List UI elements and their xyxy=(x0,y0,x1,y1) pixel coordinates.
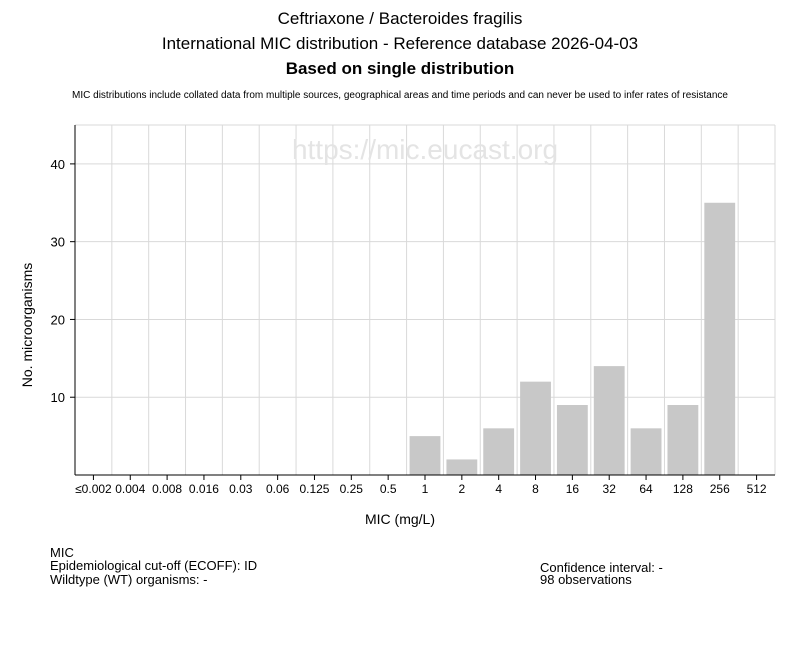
x-tick-label: 0.03 xyxy=(229,482,253,496)
info-observations: 98 observations xyxy=(540,572,632,587)
chart-subtitle: International MIC distribution - Referen… xyxy=(161,34,639,53)
x-tick-label: 0.5 xyxy=(380,482,397,496)
x-tick-label: 0.25 xyxy=(340,482,364,496)
bar-8 xyxy=(520,381,551,475)
info-mic: MIC xyxy=(50,545,74,560)
bar-1 xyxy=(409,436,441,475)
x-tick-label: 0.016 xyxy=(189,482,219,496)
x-tick-labels: ≤0.002 0.004 0.008 0.016 0.03 0.06 0.125 0.25 0.… xyxy=(75,475,767,496)
x-tick-label: 4 xyxy=(495,482,502,496)
x-tick-label: 0.06 xyxy=(266,482,290,496)
bar-16 xyxy=(556,405,588,475)
x-tick-label: 128 xyxy=(673,482,693,496)
disclaimer-note: MIC distributions include collated data … xyxy=(72,90,728,101)
bar-128 xyxy=(667,405,699,475)
x-tick-label: 1 xyxy=(422,482,429,496)
y-axis-label: No. microorganisms xyxy=(19,263,35,387)
bar-256 xyxy=(704,202,736,475)
distribution-basis: Based on single distribution xyxy=(285,59,515,78)
x-tick-label: 8 xyxy=(532,482,539,496)
info-ecoff: Epidemiological cut-off (ECOFF): ID xyxy=(50,558,258,573)
info-wildtype: Wildtype (WT) organisms: - xyxy=(50,572,208,587)
x-axis-label: MIC (mg/L) xyxy=(365,511,435,527)
x-tick-label: 0.004 xyxy=(115,482,145,496)
bar-32 xyxy=(593,366,625,475)
x-tick-label: 512 xyxy=(747,482,767,496)
vertical-gridlines xyxy=(111,125,776,475)
watermark: https://mic.eucast.org xyxy=(292,134,558,165)
bar-4 xyxy=(483,428,515,475)
x-tick-label: ≤0.002 xyxy=(75,482,112,496)
chart-title: Ceftriaxone / Bacteroides fragilis xyxy=(277,9,523,28)
bar-2 xyxy=(446,459,478,475)
y-tick-label: 20 xyxy=(51,312,65,327)
x-tick-label: 0.125 xyxy=(299,482,329,496)
y-tick-label: 30 xyxy=(51,235,65,250)
x-tick-label: 16 xyxy=(566,482,580,496)
x-tick-label: 2 xyxy=(458,482,465,496)
x-tick-label: 0.008 xyxy=(152,482,182,496)
y-tick-label: 40 xyxy=(51,157,65,172)
y-tick-labels: 10 20 30 40 xyxy=(51,157,75,405)
x-tick-label: 64 xyxy=(639,482,653,496)
y-tick-label: 10 xyxy=(51,390,65,405)
bar-64 xyxy=(630,428,662,475)
bars xyxy=(409,202,736,475)
info-confidence-interval: Confidence interval: - xyxy=(540,560,663,575)
x-tick-label: 256 xyxy=(710,482,730,496)
horizontal-gridlines xyxy=(75,124,775,398)
x-tick-label: 32 xyxy=(603,482,617,496)
